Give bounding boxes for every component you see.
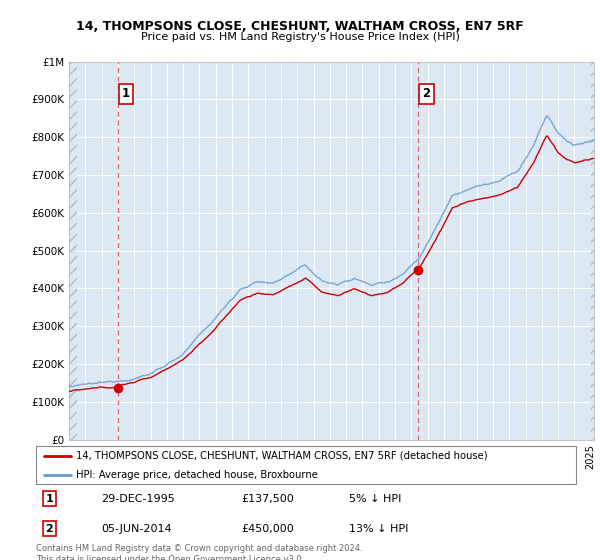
Text: 2: 2	[422, 87, 431, 100]
Text: 14, THOMPSONS CLOSE, CHESHUNT, WALTHAM CROSS, EN7 5RF (detached house): 14, THOMPSONS CLOSE, CHESHUNT, WALTHAM C…	[77, 451, 488, 461]
Text: 5% ↓ HPI: 5% ↓ HPI	[349, 494, 401, 504]
Text: 1: 1	[46, 494, 53, 504]
Text: Price paid vs. HM Land Registry's House Price Index (HPI): Price paid vs. HM Land Registry's House …	[140, 32, 460, 42]
Text: £137,500: £137,500	[241, 494, 294, 504]
Text: £450,000: £450,000	[241, 524, 294, 534]
Text: 05-JUN-2014: 05-JUN-2014	[101, 524, 172, 534]
FancyBboxPatch shape	[36, 446, 576, 484]
Text: HPI: Average price, detached house, Broxbourne: HPI: Average price, detached house, Brox…	[77, 470, 319, 480]
Text: 14, THOMPSONS CLOSE, CHESHUNT, WALTHAM CROSS, EN7 5RF: 14, THOMPSONS CLOSE, CHESHUNT, WALTHAM C…	[76, 20, 524, 32]
Text: Contains HM Land Registry data © Crown copyright and database right 2024.
This d: Contains HM Land Registry data © Crown c…	[36, 544, 362, 560]
Text: 2: 2	[46, 524, 53, 534]
Text: 29-DEC-1995: 29-DEC-1995	[101, 494, 175, 504]
Text: 13% ↓ HPI: 13% ↓ HPI	[349, 524, 409, 534]
Text: 1: 1	[122, 87, 130, 100]
